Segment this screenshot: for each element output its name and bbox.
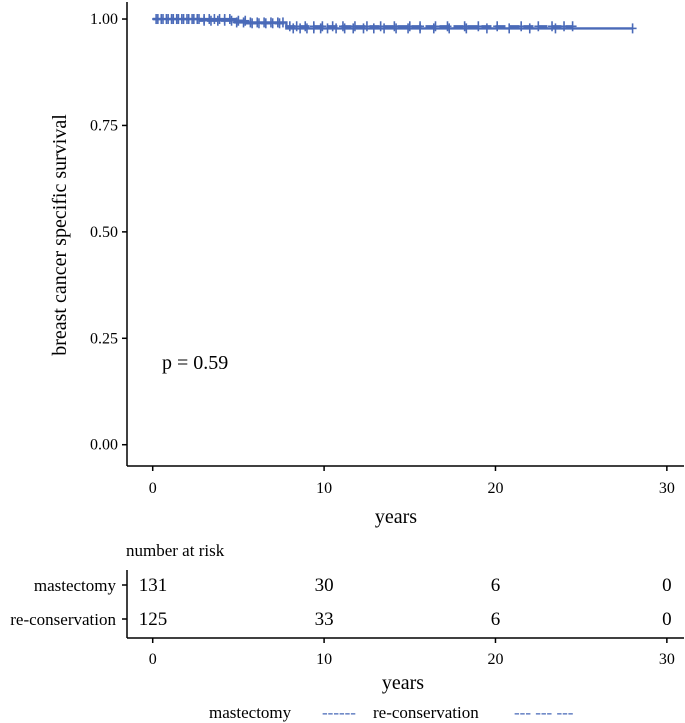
p-value-annotation: p = 0.59 — [162, 352, 228, 374]
risk-table-title: number at risk — [126, 541, 225, 560]
censor-mark — [369, 23, 378, 34]
risk-value: 30 — [315, 575, 334, 596]
x-tick-label: 10 — [316, 480, 332, 497]
censor-mark — [268, 18, 277, 29]
risk-x-axis-title: years — [382, 672, 424, 694]
censor-mark — [628, 23, 637, 34]
censor-mark — [220, 15, 229, 26]
censor-mark — [302, 23, 311, 34]
censor-mark — [390, 21, 399, 32]
censor-mark — [301, 21, 310, 32]
risk-x-tick-label: 10 — [316, 651, 332, 668]
censor-mark — [405, 21, 414, 32]
censor-mark — [376, 21, 385, 32]
censor-mark — [338, 21, 347, 32]
censor-mark — [232, 17, 241, 28]
risk-table: number at risk mastectomy 131 30 6 0 re-conse… — [10, 541, 684, 694]
risk-row-label: re-conservation — [10, 610, 116, 629]
legend-label-mastectomy: mastectomy — [209, 703, 292, 722]
risk-value: 131 — [139, 575, 168, 596]
censor-mark — [248, 18, 257, 29]
censor-mark — [560, 21, 569, 32]
censor-mark — [318, 21, 327, 32]
censor-mark — [292, 21, 301, 32]
y-tick-label: 0.75 — [90, 117, 118, 134]
censor-mark — [316, 23, 325, 34]
censor-mark — [234, 15, 243, 26]
censor-mark — [323, 23, 332, 34]
censor-mark — [285, 21, 294, 32]
censor-mark — [275, 18, 284, 29]
censor-mark — [505, 23, 514, 34]
censor-mark — [206, 15, 215, 26]
censor-mark — [460, 21, 469, 32]
risk-row-label: mastectomy — [34, 576, 117, 595]
legend: mastectomy ------ re-conservation --- --… — [209, 703, 574, 722]
censor-mark — [462, 23, 471, 34]
censor-mark — [225, 14, 234, 25]
x-tick-label: 30 — [659, 480, 675, 497]
censor-mark — [404, 23, 413, 34]
x-tick-label: 20 — [487, 480, 503, 497]
censor-mark — [568, 21, 577, 32]
risk-value: 0 — [662, 609, 672, 630]
y-tick-label: 1.00 — [90, 11, 118, 28]
survival-curves — [152, 14, 637, 34]
y-axis-title: breast cancer specific survival — [49, 114, 71, 356]
censor-mark — [239, 17, 248, 28]
censor-mark — [309, 21, 318, 32]
censor-mark — [474, 21, 483, 32]
censor-mark — [445, 23, 454, 34]
main-plot: 0.00 0.25 0.50 0.75 1.00 0 10 20 30 p = 0.59 ye… — [49, 2, 684, 528]
censor-mark — [227, 15, 236, 26]
y-tick-label: 0.00 — [90, 437, 118, 454]
censor-mark — [482, 23, 491, 34]
y-ticks: 0.00 0.25 0.50 0.75 1.00 — [90, 11, 127, 454]
censor-mark — [340, 23, 349, 34]
censor-mark — [254, 18, 263, 29]
risk-value: 0 — [662, 575, 672, 596]
censor-mark — [349, 23, 358, 34]
legend-key-mastectomy: ------ — [322, 703, 356, 722]
censor-mark — [431, 21, 440, 32]
x-tick-label: 0 — [149, 480, 157, 497]
censor-mark — [429, 23, 438, 34]
legend-key-re-conservation: --- --- --- — [514, 703, 574, 722]
risk-x-tick-label: 30 — [659, 651, 675, 668]
censor-mark — [416, 21, 425, 32]
censor-mark — [362, 21, 371, 32]
censor-mark — [534, 21, 543, 32]
censor-mark — [213, 15, 222, 26]
risk-value: 6 — [491, 575, 501, 596]
y-tick-label: 0.50 — [90, 224, 118, 241]
risk-value: 33 — [315, 609, 334, 630]
y-tick-label: 0.25 — [90, 330, 118, 347]
censor-mark — [443, 21, 452, 32]
x-axis-title: years — [375, 506, 417, 528]
risk-value: 6 — [491, 609, 501, 630]
censor-mark — [548, 21, 557, 32]
censor-mark — [193, 14, 202, 25]
censor-mark — [328, 21, 337, 32]
censor-mark — [350, 21, 359, 32]
censor-mark — [261, 18, 270, 29]
censor-mark — [241, 15, 250, 26]
censor-mark — [517, 21, 526, 32]
censor-mark — [525, 23, 534, 34]
censor-mark — [392, 23, 401, 34]
risk-value: 125 — [139, 609, 168, 630]
risk-x-ticks: 0 10 20 30 — [149, 638, 675, 668]
risk-x-tick-label: 0 — [149, 651, 157, 668]
risk-rows: mastectomy 131 30 6 0 re-conservation 125 33 6 0 — [10, 575, 671, 630]
risk-x-tick-label: 20 — [487, 651, 503, 668]
censor-mark — [493, 21, 502, 32]
censor-mark — [200, 15, 209, 26]
x-ticks: 0 10 20 30 — [149, 466, 675, 497]
legend-label-re-conservation: re-conservation — [373, 703, 479, 722]
